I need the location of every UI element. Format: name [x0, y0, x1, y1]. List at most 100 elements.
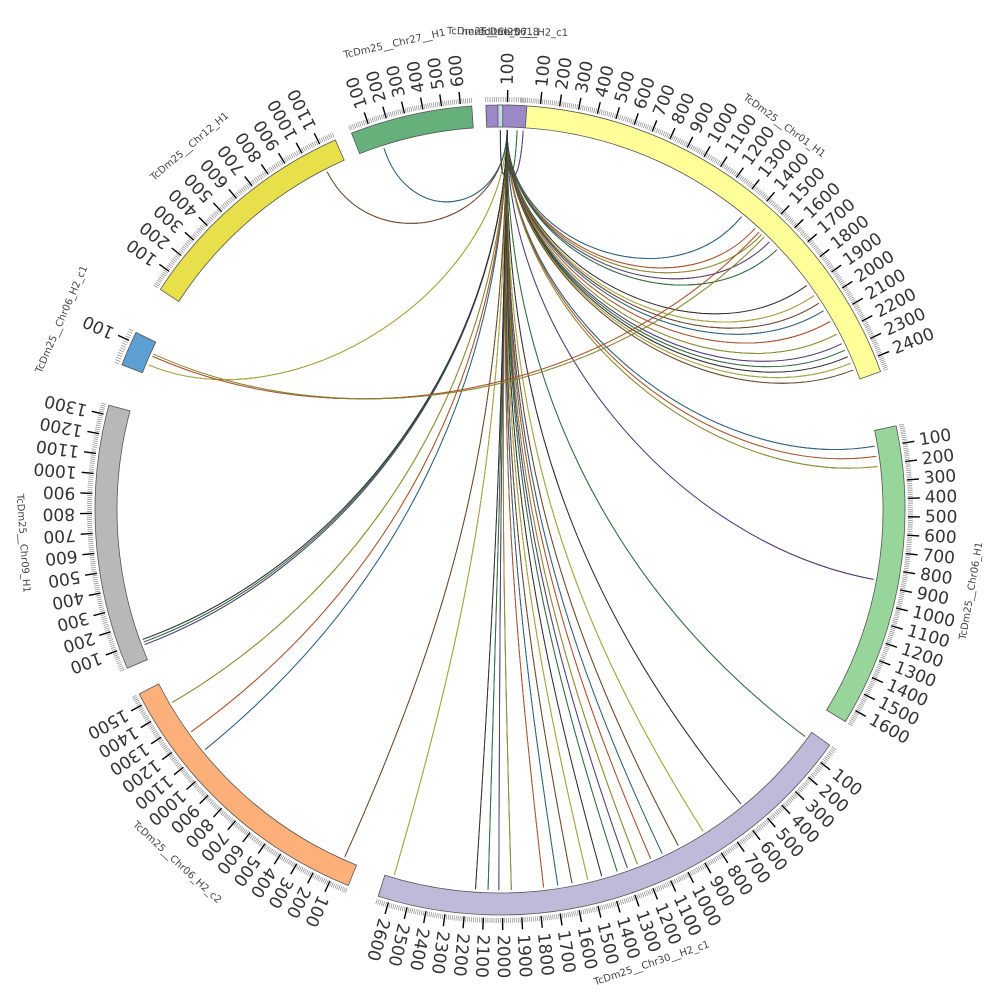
major-tick: [869, 332, 882, 340]
chromosome-segment-chrE: [94, 404, 148, 669]
tick-label: 2200: [449, 932, 473, 977]
tick-label: 100: [498, 52, 519, 85]
chromosome-label: TcDm25__Chr06_H2_c1: [34, 264, 91, 376]
tick-label: 200: [552, 56, 577, 91]
tick-label: 100: [532, 54, 555, 88]
major-tick: [521, 917, 524, 930]
major-tick: [820, 761, 831, 771]
chromosome-label: TcDm25__...: [479, 26, 540, 38]
link: [504, 130, 545, 888]
chromosome-segment-chrJ: [497, 104, 504, 128]
major-tick: [903, 571, 916, 575]
link: [393, 130, 508, 876]
major-tick: [905, 459, 918, 463]
chromosome-segment-chrA: [519, 105, 882, 380]
major-tick: [855, 709, 867, 717]
major-tick: [906, 478, 919, 481]
link: [506, 130, 815, 323]
chromosome-segment-chrH: [351, 105, 474, 155]
major-tick: [184, 231, 195, 241]
major-tick: [597, 905, 602, 918]
link-outline: [505, 130, 618, 872]
tick-label: 600: [44, 545, 78, 568]
major-tick: [307, 872, 314, 884]
link: [506, 130, 742, 805]
link: [148, 130, 508, 381]
link-outline: [393, 130, 508, 876]
link-outline: [383, 130, 508, 203]
major-tick: [227, 820, 237, 831]
major-tick: [735, 167, 744, 178]
major-tick: [81, 471, 94, 475]
major-tick: [807, 233, 818, 243]
major-tick: [93, 611, 106, 617]
major-tick: [841, 280, 853, 289]
major-tick: [277, 152, 286, 164]
major-tick: [382, 106, 387, 119]
tick-label: 600: [445, 54, 468, 88]
tick-label: 200: [921, 446, 956, 470]
link: [506, 130, 875, 450]
link: [191, 130, 508, 732]
link: [142, 130, 508, 640]
chromosome-segment-chrF: [121, 331, 157, 374]
major-tick: [686, 136, 694, 148]
major-tick: [540, 915, 543, 928]
major-tick: [615, 900, 621, 913]
major-tick: [313, 132, 321, 145]
major-tick: [596, 101, 601, 114]
major-tick: [766, 191, 776, 202]
tick-label: 100: [80, 311, 118, 343]
major-tick: [117, 334, 130, 341]
major-tick: [831, 264, 842, 273]
major-tick: [423, 911, 427, 924]
major-tick: [83, 451, 97, 455]
major-tick: [899, 589, 912, 594]
chromosome-segment-chrI: [485, 104, 528, 129]
major-tick: [105, 650, 118, 656]
tick-label: 700: [43, 524, 77, 546]
chromosome-label: TcDm25__Chr07__H2_c1: [446, 26, 568, 39]
major-tick: [578, 910, 583, 923]
major-tick: [130, 704, 143, 712]
major-tick: [871, 676, 884, 684]
tick-label: 2000: [493, 935, 513, 978]
major-tick: [687, 871, 695, 884]
major-tick: [158, 263, 170, 272]
links-layer: [142, 129, 878, 890]
tick-label: 1900: [513, 934, 535, 978]
tick-label: 1800: [533, 932, 557, 977]
major-tick: [458, 91, 461, 105]
link: [506, 130, 679, 846]
tick-label: 500: [425, 56, 449, 91]
major-tick: [861, 315, 873, 322]
major-tick: [260, 163, 269, 175]
major-tick: [634, 894, 640, 907]
tick-label: 700: [922, 545, 956, 568]
link: [383, 130, 508, 203]
link-outline: [506, 130, 679, 846]
minor-ticks-chrH: [348, 97, 472, 131]
major-tick: [877, 350, 890, 357]
major-tick: [669, 127, 676, 140]
link: [506, 130, 874, 580]
tick-label: 400: [925, 487, 958, 508]
major-tick: [807, 776, 818, 786]
major-tick: [173, 766, 184, 776]
tick-marks: [80, 90, 920, 930]
major-tick: [91, 410, 104, 415]
chromosome-segment-chrG: [159, 139, 345, 302]
major-tick: [228, 188, 238, 199]
major-tick: [98, 631, 111, 637]
major-tick: [186, 780, 196, 791]
chromosome-label: TcDm25__Chr09_H1: [14, 493, 32, 594]
major-tick: [539, 92, 543, 105]
tick-label: 600: [924, 526, 958, 548]
major-tick: [273, 853, 282, 865]
link: [506, 130, 806, 737]
major-tick: [442, 914, 446, 927]
major-tick: [794, 218, 804, 229]
link-outline: [326, 130, 508, 224]
link: [506, 130, 851, 379]
